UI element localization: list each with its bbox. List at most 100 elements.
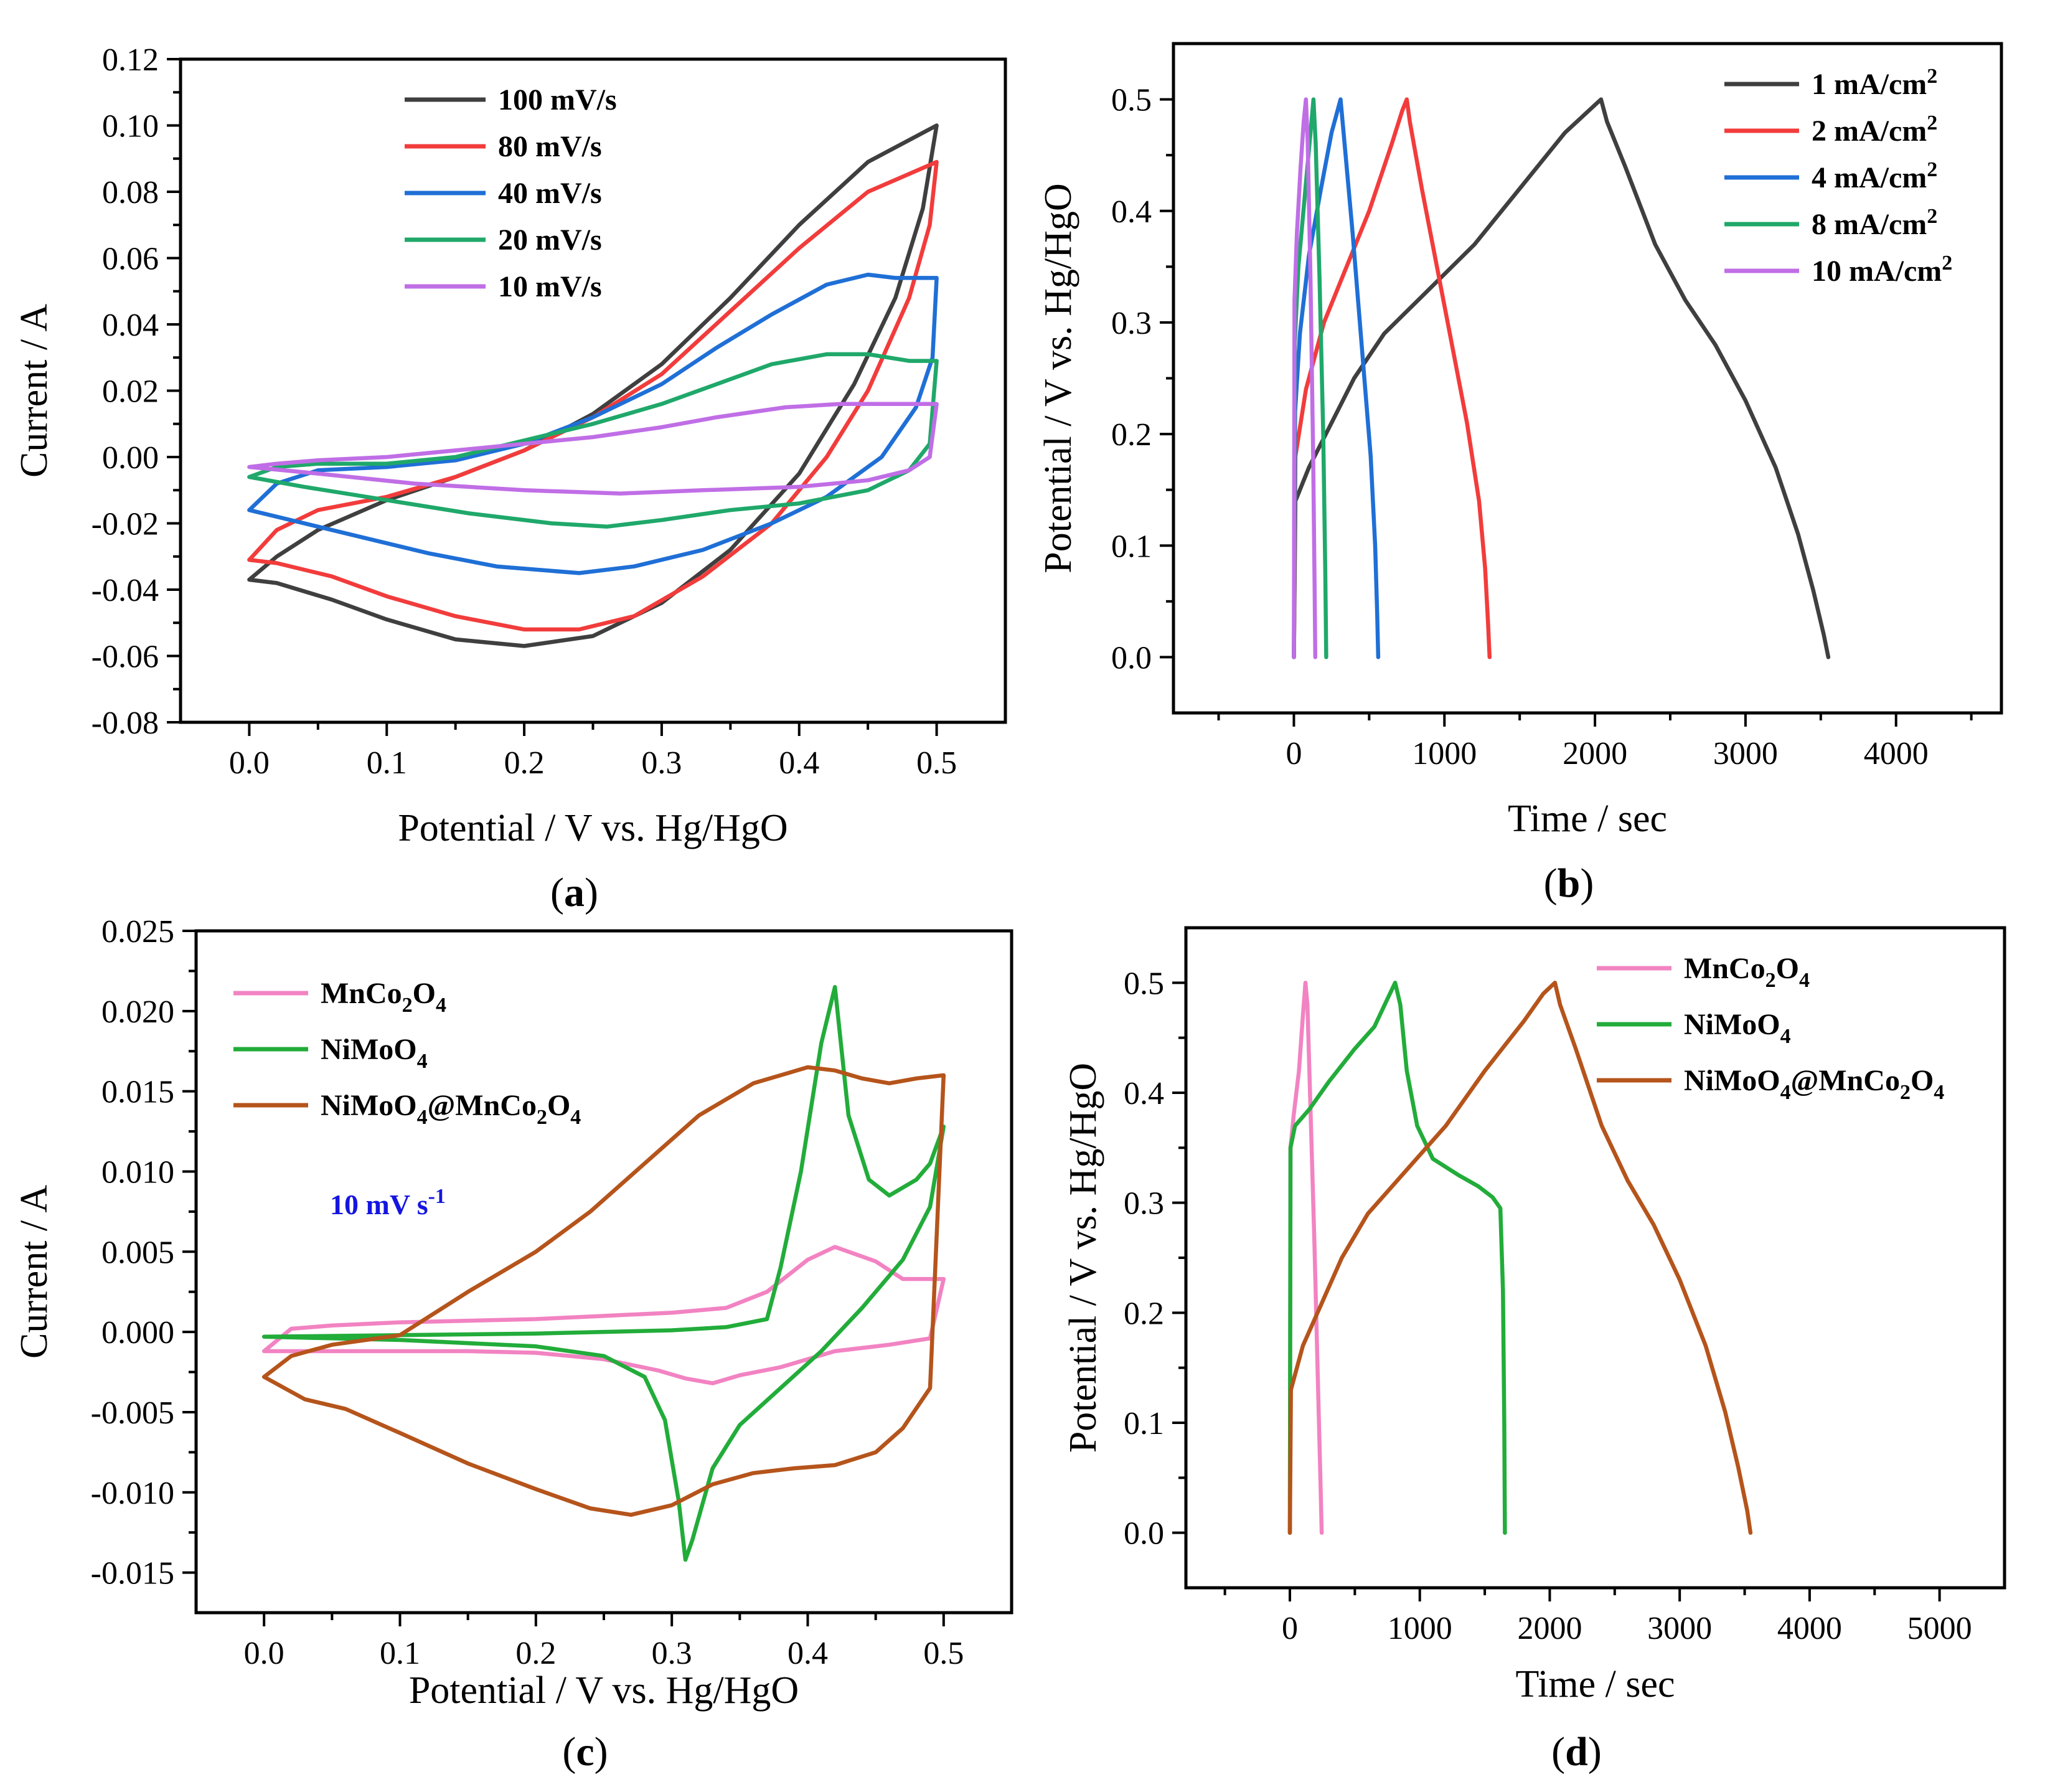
y-tick-label: -0.010 <box>91 1476 174 1511</box>
y-tick-label: -0.02 <box>92 507 159 542</box>
x-tick-label: 0.5 <box>923 1636 964 1671</box>
series-line-2 <box>1287 981 1507 1535</box>
panel-label: (c) <box>562 1729 608 1775</box>
legend-label: 10 mV/s <box>498 270 602 303</box>
y-axis-title: Current / A <box>13 304 55 478</box>
y-tick-label: 0.0 <box>1124 1516 1164 1552</box>
y-tick-label: 0.020 <box>101 994 174 1030</box>
legend-label: NiMoO4 <box>1684 1008 1791 1048</box>
legend-label: MnCo2O4 <box>1684 952 1810 992</box>
x-tick-label: 0.3 <box>641 745 682 781</box>
y-tick-label: 0.08 <box>102 175 159 210</box>
series-line-4 <box>1292 97 1328 659</box>
y-tick-label: -0.04 <box>92 573 159 608</box>
y-tick-label: 0.2 <box>1124 1296 1164 1331</box>
series-line-3 <box>1287 981 1753 1535</box>
y-tick-label: 0.015 <box>101 1075 174 1110</box>
series-line-1 <box>1287 981 1324 1535</box>
y-tick-label: 0.025 <box>101 914 174 950</box>
y-tick-label: 0.5 <box>1111 83 1152 118</box>
series-line-5 <box>1292 97 1318 659</box>
x-tick-label: 4000 <box>1864 736 1929 771</box>
legend-label: 20 mV/s <box>498 224 602 257</box>
x-tick-label: 3000 <box>1647 1611 1712 1646</box>
y-tick-label: 0.02 <box>102 374 159 410</box>
y-tick-label: 0.5 <box>1124 966 1164 1001</box>
y-tick-label: 0.4 <box>1111 194 1152 230</box>
y-tick-label: 0.005 <box>101 1235 174 1270</box>
series-line-3 <box>1292 97 1381 659</box>
legend-label: 10 mA/cm2 <box>1812 252 1952 288</box>
y-tick-label: 0.00 <box>102 440 159 476</box>
legend-label: 100 mV/s <box>498 83 617 116</box>
y-tick-label: -0.015 <box>91 1556 174 1592</box>
x-tick-label: 0.4 <box>779 745 819 781</box>
x-tick-label: 2000 <box>1563 736 1627 771</box>
series-line-2 <box>247 159 939 632</box>
y-axis-title: Current / A <box>13 1185 55 1359</box>
legend-label: 1 mA/cm2 <box>1812 65 1937 101</box>
x-tick-label: 0.5 <box>916 745 957 781</box>
legend-label: MnCo2O4 <box>321 977 446 1017</box>
x-tick-label: 4000 <box>1777 1611 1842 1646</box>
x-tick-label: 0 <box>1286 736 1302 771</box>
x-tick-label: 0.1 <box>380 1636 420 1671</box>
x-tick-label: 5000 <box>1907 1611 1972 1646</box>
legend-label: NiMoO4@MnCo2O4 <box>1684 1064 1944 1104</box>
x-tick-label: 0.0 <box>244 1636 284 1671</box>
chart-panel-a: 0.0 0.1 0.2 0.3 0.4 0.5 -0.08 -0.06 -0.04 -0.02 0.… <box>13 42 1007 915</box>
x-tick-label: 2000 <box>1517 1611 1582 1646</box>
panel-label: (d) <box>1551 1729 1602 1775</box>
y-tick-label: -0.08 <box>92 705 159 741</box>
x-tick-label: 0.2 <box>504 745 545 781</box>
legend-label: 8 mA/cm2 <box>1812 205 1937 241</box>
legend-label: 40 mV/s <box>498 177 602 210</box>
chart-panel-d: 0 1000 2000 3000 4000 5000 0.0 0.1 0.2 0.3 0.4 0.5 T… <box>1062 926 2006 1775</box>
y-tick-label: 0.06 <box>102 242 159 277</box>
y-tick-label: 0.000 <box>101 1315 174 1351</box>
y-tick-label: 0.3 <box>1111 306 1152 341</box>
series-line-5 <box>247 402 939 496</box>
series-line-4 <box>247 352 939 529</box>
series-line-3 <box>247 272 939 575</box>
x-tick-label: 0.1 <box>367 745 407 781</box>
x-tick-label: 0.3 <box>652 1636 692 1671</box>
x-tick-label: 1000 <box>1412 736 1477 771</box>
x-tick-label: 0.2 <box>515 1636 556 1671</box>
y-tick-label: 0.12 <box>102 42 159 78</box>
y-tick-label: 0.2 <box>1111 417 1152 453</box>
x-tick-label: 0.4 <box>787 1636 828 1671</box>
y-tick-label: 0.010 <box>101 1154 174 1190</box>
x-axis-title: Time / sec <box>1508 798 1667 840</box>
series-line-2 <box>261 984 946 1562</box>
series-line-1 <box>261 1245 946 1385</box>
legend-label: 2 mA/cm2 <box>1812 111 1937 148</box>
panel-label: (b) <box>1544 861 1594 906</box>
y-tick-label: 0.0 <box>1111 640 1152 676</box>
y-tick-label: 0.1 <box>1111 529 1152 564</box>
y-tick-label: 0.1 <box>1124 1406 1164 1441</box>
y-axis-title: Potential / V vs. Hg/HgO <box>1062 1063 1104 1453</box>
x-axis-title: Potential / V vs. Hg/HgO <box>409 1669 799 1712</box>
series-line-3 <box>261 1065 946 1517</box>
x-axis-title: Potential / V vs. Hg/HgO <box>398 807 787 849</box>
y-tick-label: -0.005 <box>91 1395 174 1431</box>
y-tick-label: -0.06 <box>92 639 159 675</box>
y-tick-label: 0.04 <box>102 308 159 343</box>
legend-label: 4 mA/cm2 <box>1812 158 1937 194</box>
x-tick-label: 0 <box>1282 1611 1298 1646</box>
x-tick-label: 1000 <box>1388 1611 1452 1646</box>
x-tick-label: 0.0 <box>229 745 270 781</box>
chart-panel-b: 0 1000 2000 3000 4000 0.0 0.1 0.2 0.3 0.4 0.5 Time … <box>1037 42 2003 906</box>
chart-panel-c: 0.0 0.1 0.2 0.3 0.4 0.5 -0.015 -0.010 -0.005 0.00… <box>13 914 1013 1775</box>
panel-label: (a) <box>550 870 598 915</box>
y-axis-title: Potential / V vs. Hg/HgO <box>1037 183 1079 573</box>
y-tick-label: 0.10 <box>102 109 159 144</box>
legend-label: NiMoO4@MnCo2O4 <box>321 1089 581 1129</box>
legend-label: 80 mV/s <box>498 130 602 163</box>
scan-rate-annotation: 10 mV s-1 <box>330 1185 446 1220</box>
x-axis-title: Time / sec <box>1515 1663 1675 1705</box>
series-line-1 <box>1292 97 1831 659</box>
x-tick-label: 3000 <box>1713 736 1778 771</box>
